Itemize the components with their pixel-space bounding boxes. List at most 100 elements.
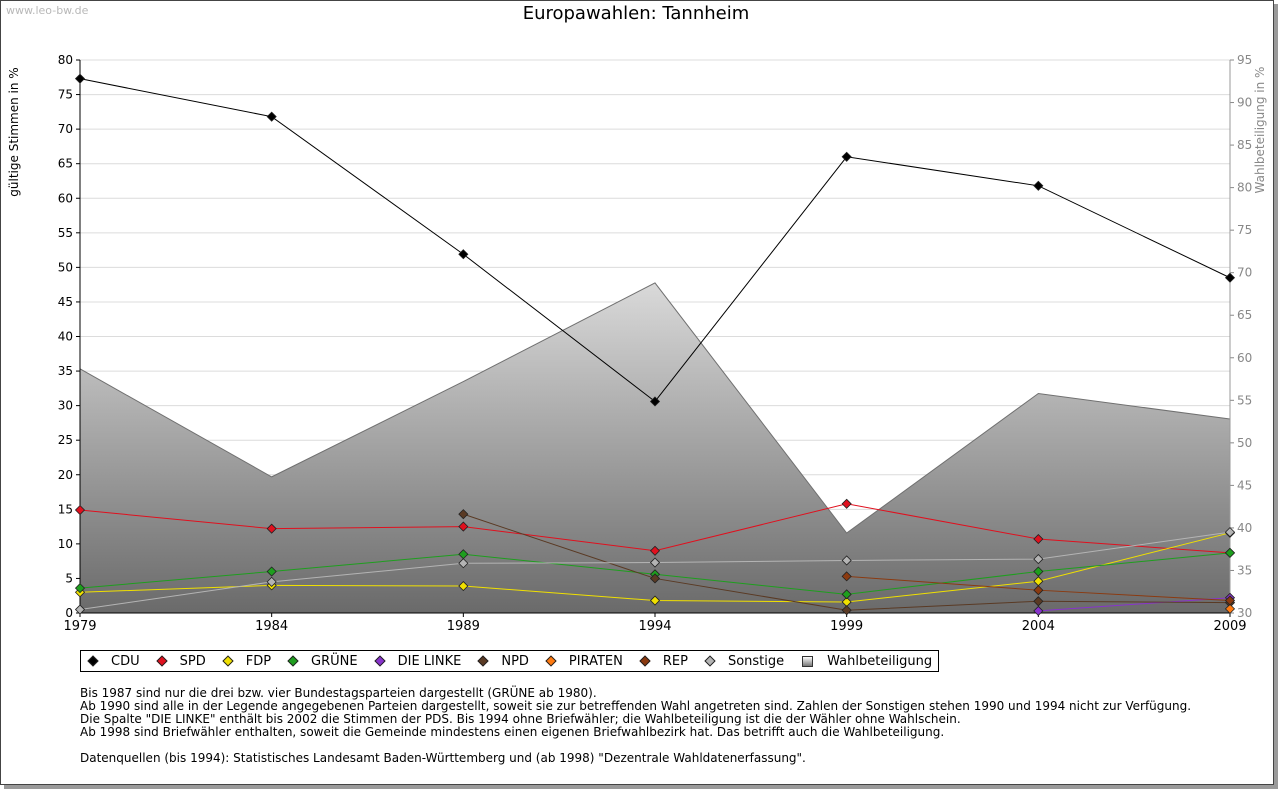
data-point-spd xyxy=(1033,533,1044,545)
turnout-area xyxy=(79,282,1231,613)
y-tick-label-left: 35 xyxy=(58,364,73,378)
y-tick-label-right: 95 xyxy=(1237,53,1252,67)
data-point-sonstige xyxy=(841,555,852,566)
legend-label: NPD xyxy=(501,653,529,669)
data-point-die-linke xyxy=(1033,605,1044,616)
data-point-gruene xyxy=(74,583,86,594)
y-tick-label-right: 70 xyxy=(1237,266,1252,280)
legend-label: FDP xyxy=(245,653,272,669)
data-point-npd xyxy=(841,605,852,616)
legend-label: SPD xyxy=(179,653,206,669)
data-point-cdu xyxy=(74,73,86,84)
y-tick-label-right: 40 xyxy=(1237,521,1252,535)
legend-item: CDU xyxy=(87,653,140,669)
data-point-npd xyxy=(458,509,469,520)
data-point-cdu xyxy=(458,249,469,260)
x-tick-label: 1999 xyxy=(830,619,863,634)
footnote-line: Die Spalte "DIE LINKE" enthält bis 2002 … xyxy=(80,712,961,726)
data-point-rep xyxy=(841,571,852,582)
data-point-gruene xyxy=(1224,547,1236,558)
x-tick-label: 1994 xyxy=(638,619,671,634)
y-tick-label-left: 25 xyxy=(58,433,73,447)
data-point-npd xyxy=(1033,596,1044,607)
y-tick-label-right: 55 xyxy=(1237,393,1252,407)
data-point-rep xyxy=(1033,585,1044,596)
data-point-spd xyxy=(266,523,277,534)
y-tick-label-right: 90 xyxy=(1237,96,1252,110)
y-tick-label-left: 70 xyxy=(58,122,73,136)
legend-label: Wahlbeteiligung xyxy=(827,653,933,669)
data-point-spd xyxy=(841,498,852,509)
data-point-gruene xyxy=(266,566,277,577)
y-tick-label-left: 20 xyxy=(58,468,73,482)
data-point-cdu xyxy=(266,111,277,122)
legend-marker xyxy=(477,655,490,667)
legend-item: REP xyxy=(639,654,688,669)
y-tick-label-right: 45 xyxy=(1237,478,1252,492)
y-tick-label-left: 50 xyxy=(58,260,73,274)
data-point-sonstige xyxy=(1033,554,1044,565)
legend-marker xyxy=(802,655,814,667)
data-point-gruene xyxy=(1033,566,1044,577)
legend-item: PIRATEN xyxy=(545,654,623,669)
chart-title: Europawahlen: Tannheim xyxy=(522,3,750,24)
legend-marker xyxy=(287,655,299,667)
y-tick-label-left: 60 xyxy=(58,191,73,205)
data-point-spd xyxy=(458,521,469,532)
footnote-line: Datenquellen (bis 1994): Statistisches L… xyxy=(80,751,806,765)
y-tick-label-left: 0 xyxy=(65,606,73,620)
line-chart: 0 5 10 15 20 25 30 35 40 45 50 55 60 65 70 75 80 30 35 40 45… xyxy=(58,53,1253,634)
y-tick-label-left: 65 xyxy=(58,157,73,171)
y-tick-label-right: 35 xyxy=(1237,563,1252,577)
y-tick-label-right: 50 xyxy=(1237,436,1252,450)
turnout-area-outline xyxy=(79,282,1231,534)
legend-item: SPD xyxy=(155,653,206,669)
legend-label: Sonstige xyxy=(727,653,785,669)
legend-item: FDP xyxy=(222,653,272,669)
data-point-fdp xyxy=(458,580,469,592)
legend-marker xyxy=(704,655,716,667)
y-tick-label-right: 65 xyxy=(1237,308,1252,322)
data-point-sonstige xyxy=(458,558,469,569)
y-tick-label-left: 15 xyxy=(58,502,73,516)
footnotes: Bis 1987 sind nur die drei bzw. vier Bun… xyxy=(80,687,1191,765)
legend-marker xyxy=(545,655,557,667)
y-tick-label-left: 45 xyxy=(58,295,73,309)
legend-item: Wahlbeteiligung xyxy=(802,654,932,669)
y-tick-label-right: 30 xyxy=(1237,606,1252,620)
legend: CDU SPD FDP GRÜNE DIE LINKE NPD PIRATEN REP Sons… xyxy=(80,650,940,672)
y-tick-label-right: 75 xyxy=(1237,223,1252,237)
data-point-sonstige xyxy=(1224,527,1236,538)
y-tick-label-left: 30 xyxy=(58,399,73,413)
data-point-rep xyxy=(1224,595,1236,606)
x-tick-label: 2004 xyxy=(1022,619,1055,634)
x-tick-label: 2009 xyxy=(1213,619,1246,634)
footnote-line: Ab 1998 sind Briefwähler enthalten, sowe… xyxy=(80,725,945,739)
data-point-cdu xyxy=(841,151,852,162)
series-line-die-linke xyxy=(1038,597,1231,612)
legend-marker xyxy=(373,655,386,667)
legend-item: GRÜNE xyxy=(287,653,358,669)
y-tick-label-left: 55 xyxy=(58,226,73,240)
data-point-sonstige xyxy=(649,557,661,568)
legend-label: DIE LINKE xyxy=(397,653,462,669)
legend-label: CDU xyxy=(111,653,140,669)
data-point-sonstige xyxy=(266,576,277,587)
data-point-spd xyxy=(74,504,86,516)
x-tick-label: 1989 xyxy=(447,619,480,634)
legend-item: DIE LINKE xyxy=(373,653,462,669)
y-tick-label-right: 60 xyxy=(1237,351,1252,365)
y-tick-label-left: 5 xyxy=(65,571,73,585)
y-tick-label-left: 10 xyxy=(58,537,73,551)
legend-marker xyxy=(222,655,234,667)
legend-marker xyxy=(87,655,99,667)
legend-item: NPD xyxy=(477,653,529,669)
y-tick-label-right: 80 xyxy=(1237,181,1252,195)
legend-label: GRÜNE xyxy=(311,653,358,669)
x-tick-label: 1979 xyxy=(63,619,96,634)
data-point-fdp xyxy=(649,595,661,606)
data-point-cdu xyxy=(1224,272,1236,283)
turnout-area-fill xyxy=(80,282,1230,613)
legend-marker xyxy=(639,655,651,667)
y-tick-label-left: 80 xyxy=(58,53,73,67)
